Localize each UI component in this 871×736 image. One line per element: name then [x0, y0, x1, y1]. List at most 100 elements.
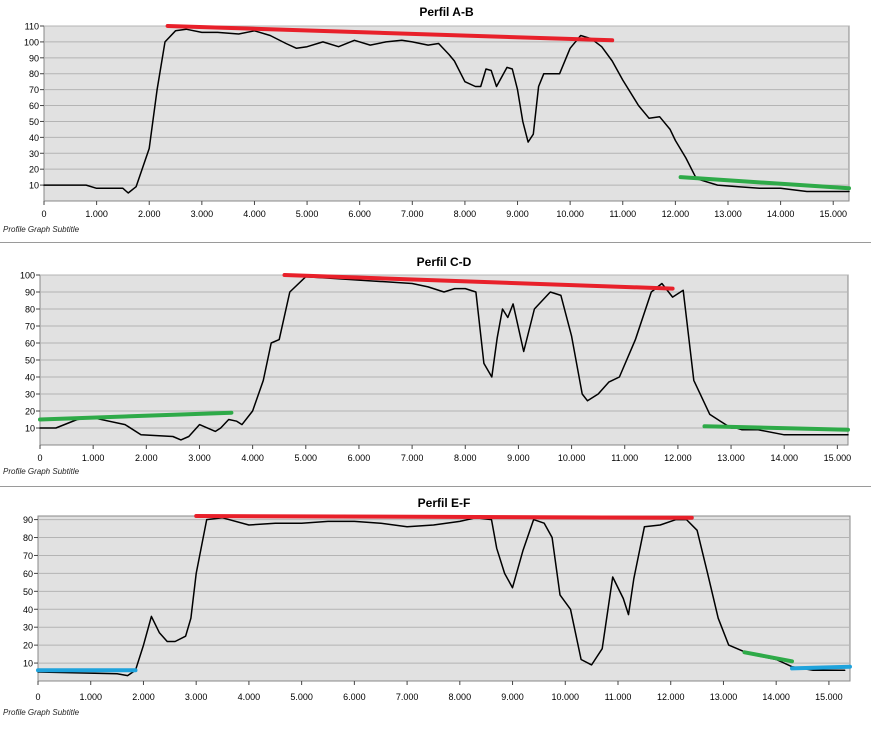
y-tick-label: 60 — [23, 569, 33, 579]
trend-line — [194, 514, 694, 520]
x-tick-label: 6.000 — [348, 209, 371, 219]
x-tick-label: 5.000 — [296, 209, 319, 219]
x-tick-label: 3.000 — [191, 209, 214, 219]
profile-line — [39, 275, 849, 441]
chart-title: Perfil C-D — [417, 255, 472, 269]
y-tick-label: 40 — [23, 605, 33, 615]
y-tick-label: 80 — [29, 69, 39, 79]
x-tick-label: 6.000 — [343, 692, 366, 702]
x-tick-label: 13.000 — [717, 453, 745, 463]
x-tick-label: 1.000 — [85, 209, 108, 219]
panel-divider — [0, 486, 871, 487]
x-tick-label: 7.000 — [396, 692, 419, 702]
y-tick-label: 20 — [25, 407, 35, 417]
y-tick-label: 100 — [20, 271, 35, 281]
x-tick-label: 4.000 — [241, 453, 264, 463]
x-tick-label: 8.000 — [454, 453, 477, 463]
y-tick-label: 80 — [23, 533, 33, 543]
x-tick-label: 12.000 — [657, 692, 685, 702]
x-tick-label: 12.000 — [662, 209, 690, 219]
y-tick-label: 10 — [29, 181, 39, 191]
y-tick-label: 60 — [29, 101, 39, 111]
x-tick-label: 11.000 — [611, 453, 638, 463]
y-tick-label: 80 — [25, 305, 35, 315]
y-tick-label: 40 — [29, 133, 39, 143]
x-tick-label: 5.000 — [290, 692, 313, 702]
y-tick-label: 100 — [24, 37, 39, 47]
y-tick-label: 60 — [25, 339, 35, 349]
x-tick-label: 8.000 — [454, 209, 477, 219]
trend-line — [790, 664, 852, 671]
x-tick-label: 13.000 — [714, 209, 742, 219]
x-tick-label: 9.000 — [506, 209, 529, 219]
y-tick-label: 90 — [25, 288, 35, 298]
profile-panel-c-d: Perfil C-D 10 20 30 40 50 60 70 80 90 100 0 1.000 2.0… — [0, 244, 871, 484]
y-tick-label: 20 — [29, 165, 39, 175]
x-tick-label: 7.000 — [401, 453, 424, 463]
y-tick-label: 50 — [23, 587, 33, 597]
x-tick-label: 15.000 — [815, 692, 843, 702]
y-tick-label: 30 — [25, 390, 35, 400]
x-tick-label: 2.000 — [138, 209, 161, 219]
plot-area — [43, 25, 850, 202]
x-tick-label: 10.000 — [556, 209, 584, 219]
y-tick-label: 40 — [25, 373, 35, 383]
x-tick-label: 14.000 — [767, 209, 795, 219]
x-tick-label: 10.000 — [558, 453, 586, 463]
chart-title: Perfil A-B — [419, 5, 474, 19]
x-tick-label: 9.000 — [501, 692, 524, 702]
x-tick-label: 12.000 — [664, 453, 692, 463]
profile-line — [37, 517, 846, 677]
x-tick-label: 0 — [37, 453, 42, 463]
y-tick-label: 90 — [29, 53, 39, 63]
profile-chart-e-f: Perfil E-F 10 20 30 40 50 60 70 80 90 0 1.000 2.000 3… — [3, 496, 852, 717]
y-tick-label: 70 — [29, 85, 39, 95]
x-tick-label: 7.000 — [401, 209, 424, 219]
x-tick-label: 14.000 — [762, 692, 790, 702]
profile-panel-a-b: Perfil A-B 10 20 30 40 50 60 70 80 90 100 110 0 1.000… — [0, 0, 871, 241]
y-tick-label: 30 — [29, 149, 39, 159]
plot-area — [37, 515, 851, 682]
trend-line — [678, 175, 851, 191]
x-tick-label: 14.000 — [770, 453, 798, 463]
x-tick-label: 4.000 — [243, 209, 266, 219]
x-tick-label: 6.000 — [348, 453, 371, 463]
chart-subtitle: Profile Graph Subtitle — [3, 225, 80, 234]
x-tick-label: 9.000 — [507, 453, 530, 463]
x-tick-label: 13.000 — [710, 692, 738, 702]
x-tick-label: 3.000 — [185, 692, 208, 702]
x-tick-label: 2.000 — [132, 692, 155, 702]
x-tick-label: 4.000 — [238, 692, 261, 702]
x-tick-label: 8.000 — [449, 692, 472, 702]
profile-panel-e-f: Perfil E-F 10 20 30 40 50 60 70 80 90 0 1.000 2.000 3… — [0, 488, 871, 731]
x-tick-label: 15.000 — [819, 209, 847, 219]
x-tick-label: 3.000 — [188, 453, 211, 463]
x-tick-label: 0 — [41, 209, 46, 219]
x-tick-label: 1.000 — [82, 453, 105, 463]
trend-line — [165, 24, 615, 43]
trend-line — [282, 273, 675, 291]
x-tick-label: 15.000 — [824, 453, 852, 463]
y-tick-label: 10 — [25, 424, 35, 434]
x-tick-label: 11.000 — [605, 692, 632, 702]
trend-line — [702, 424, 850, 432]
chart-subtitle: Profile Graph Subtitle — [3, 467, 80, 476]
x-tick-label: 11.000 — [609, 209, 636, 219]
profile-chart-a-b: Perfil A-B 10 20 30 40 50 60 70 80 90 100 110 0 1.000… — [3, 5, 851, 234]
x-tick-label: 2.000 — [135, 453, 158, 463]
y-tick-label: 10 — [23, 659, 33, 669]
y-tick-label: 70 — [25, 322, 35, 332]
y-tick-label: 50 — [29, 117, 39, 127]
panel-divider — [0, 242, 871, 243]
y-tick-label: 110 — [25, 22, 39, 32]
x-tick-label: 10.000 — [552, 692, 580, 702]
y-tick-label: 30 — [23, 623, 33, 633]
chart-title: Perfil E-F — [418, 496, 471, 510]
y-tick-label: 20 — [23, 641, 33, 651]
x-tick-label: 5.000 — [295, 453, 318, 463]
y-tick-label: 70 — [23, 551, 33, 561]
chart-subtitle: Profile Graph Subtitle — [3, 708, 80, 717]
y-tick-label: 90 — [23, 515, 33, 525]
y-tick-label: 50 — [25, 356, 35, 366]
x-tick-label: 1.000 — [79, 692, 102, 702]
